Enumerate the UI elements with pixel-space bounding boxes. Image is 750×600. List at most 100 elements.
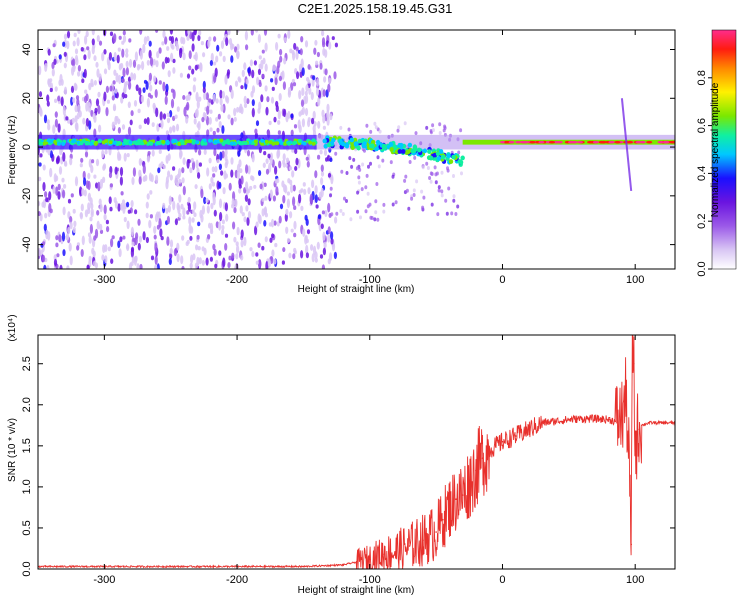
noise-blob (355, 166, 359, 171)
noise-blob (66, 40, 70, 50)
noise-blob (452, 198, 456, 203)
noise-blob (181, 177, 185, 184)
snr-data-point (637, 428, 639, 431)
noise-blob (98, 40, 103, 46)
noise-blob (356, 209, 360, 214)
noise-blob (298, 90, 302, 100)
noise-blob (300, 99, 305, 107)
noise-blob (187, 30, 191, 36)
noise-blob (365, 123, 369, 128)
noise-blob (360, 187, 364, 192)
noise-blob (105, 219, 109, 225)
noise-blob (62, 206, 66, 216)
snr-y-ticks: 0.0 0.5 1.0 1.5 2.0 2.5 (21, 356, 675, 577)
noise-blob (273, 116, 277, 123)
noise-blob (91, 159, 95, 164)
noise-blob (265, 106, 269, 116)
noise-blob (49, 167, 53, 178)
noise-blob (290, 228, 294, 233)
noise-blob (214, 263, 218, 269)
noise-blob (180, 255, 184, 265)
noise-blob (257, 107, 261, 114)
noise-blob (149, 214, 153, 219)
noise-blob (154, 89, 158, 98)
carrier-segment (297, 138, 302, 143)
noise-blob (251, 99, 255, 107)
noise-blob (194, 64, 198, 71)
noise-blob (263, 182, 267, 187)
noise-blob (459, 128, 463, 133)
noise-blob (236, 49, 240, 59)
dispersed-feature (326, 142, 332, 148)
noise-blob (127, 76, 132, 83)
snr-data-point (633, 362, 635, 365)
noise-blob (138, 124, 142, 130)
noise-blob (225, 37, 229, 47)
noise-blob (182, 215, 186, 220)
noise-blob (186, 239, 190, 245)
noise-blob (118, 35, 122, 40)
noise-blob (378, 129, 382, 134)
noise-blob (114, 200, 118, 209)
noise-blob (38, 200, 41, 207)
noise-blob (130, 247, 134, 258)
noise-blob (250, 90, 254, 98)
noise-blob (212, 130, 216, 136)
noise-blob (287, 30, 291, 39)
noise-blob (39, 153, 43, 158)
noise-blob (69, 255, 73, 266)
noise-blob (277, 148, 281, 158)
noise-blob (113, 33, 117, 43)
noise-blob (131, 176, 135, 186)
noise-blob (341, 212, 345, 216)
noise-blob (247, 165, 251, 175)
snr-y-scale-label: (x10⁴) (7, 314, 18, 341)
noise-blob (285, 226, 289, 234)
noise-blob (205, 92, 209, 101)
noise-blob (102, 244, 106, 254)
noise-blob (310, 244, 314, 251)
y-tick-label: 1.5 (21, 438, 33, 453)
noise-blob (340, 169, 344, 174)
snr-data-point (441, 518, 444, 521)
noise-blob (134, 209, 138, 215)
noise-blob (111, 121, 115, 129)
noise-blob (142, 164, 146, 175)
noise-blob (285, 157, 290, 163)
noise-blob (130, 72, 134, 81)
noise-blob (157, 167, 161, 174)
noise-blob (207, 39, 211, 48)
noise-blob (158, 80, 162, 85)
noise-blob (76, 245, 80, 251)
snr-data-point (395, 550, 398, 552)
noise-blob (347, 127, 351, 132)
noise-blob (231, 43, 235, 50)
noise-blob (301, 87, 305, 96)
noise-blob (117, 203, 121, 212)
noise-blob (298, 193, 302, 204)
noise-blob (236, 43, 240, 51)
noise-blob (373, 121, 377, 126)
noise-blob (64, 162, 68, 167)
noise-blob (57, 123, 61, 133)
noise-blob (178, 194, 182, 203)
noise-blob (85, 117, 89, 127)
carrier-segment (195, 140, 200, 145)
noise-blob (215, 55, 219, 63)
noise-blob (247, 211, 252, 219)
noise-blob (396, 128, 400, 133)
noise-blob (89, 223, 93, 234)
noise-blob (316, 241, 320, 250)
noise-blob (328, 41, 332, 50)
noise-blob (117, 127, 121, 134)
noise-blob (211, 166, 215, 173)
noise-blob (327, 233, 331, 243)
noise-blob (238, 178, 242, 187)
noise-blob (278, 75, 282, 82)
noise-blob (91, 38, 95, 46)
strong-carrier-peak (657, 140, 664, 144)
noise-blob (55, 242, 59, 248)
noise-blob (250, 175, 254, 181)
noise-blob (113, 69, 117, 76)
noise-blob (245, 205, 249, 212)
